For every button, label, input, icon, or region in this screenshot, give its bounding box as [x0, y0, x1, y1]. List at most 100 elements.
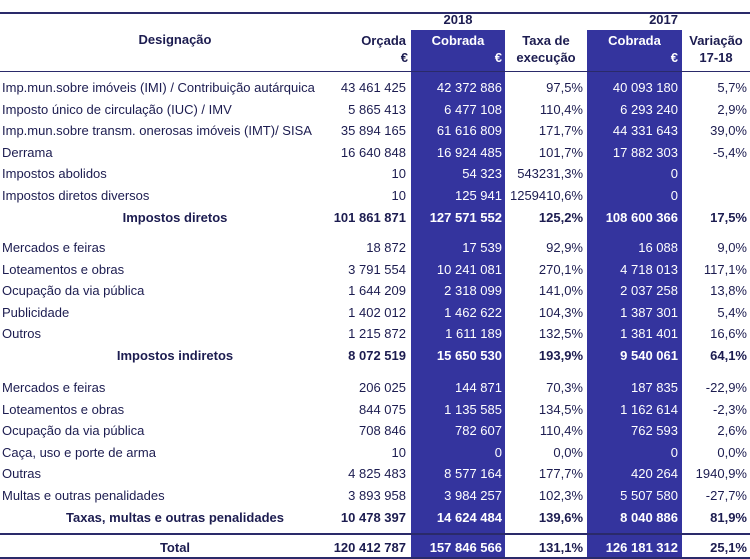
row-label: Outras: [2, 466, 42, 481]
cell-cobrada2018: 1 135 585: [444, 402, 502, 417]
header-designacao: Designação: [138, 32, 212, 47]
row-label: Imp.mun.sobre transm. onerosas imóveis (…: [2, 123, 312, 138]
cell-variacao: -2,3%: [713, 402, 747, 417]
cell-cobrada2017: 8 040 886: [620, 510, 678, 525]
table-row: Publicidade 1 402 012 1 462 622 104,3% 1 387…: [0, 303, 750, 324]
header-orcada: Orçada: [361, 33, 406, 48]
row-label: Mercados e feiras: [2, 240, 106, 255]
cell-cobrada2018: 1 611 189: [445, 326, 502, 341]
cell-orcada: 10: [391, 188, 406, 203]
bottom-rule: [0, 557, 750, 559]
cell-orcada: 120 412 787: [333, 540, 406, 555]
row-label: Publicidade: [2, 305, 70, 320]
cell-cobrada2018: 14 624 484: [436, 510, 502, 525]
cell-cobrada2017: 0: [670, 188, 678, 203]
header-taxa: Taxa de: [522, 33, 570, 48]
cell-variacao: 0,0%: [717, 445, 747, 460]
row-label: Loteamentos e obras: [2, 262, 125, 277]
cell-cobrada2017: 6 293 240: [620, 102, 678, 117]
cell-cobrada2018: 6 477 108: [444, 102, 502, 117]
year-2017: 2017: [649, 12, 678, 27]
cell-variacao: 9,0%: [717, 240, 747, 255]
table-row: Caça, uso e porte de arma 10 0 0,0% 0 0,0%: [0, 443, 750, 464]
cell-orcada: 16 640 848: [340, 145, 406, 160]
cell-variacao: -5,4%: [713, 145, 747, 160]
cell-cobrada2018: 54 323: [462, 166, 502, 181]
cell-orcada: 18 872: [366, 240, 406, 255]
cell-taxa: 134,5%: [538, 402, 583, 417]
row-label: Derrama: [2, 145, 53, 160]
cell-taxa: 70,3%: [546, 380, 583, 395]
cell-cobrada2017: 126 181 312: [605, 540, 678, 555]
cell-cobrada2017: 16 088: [638, 240, 678, 255]
cell-orcada: 206 025: [359, 380, 406, 395]
table-row: Multas e outras penalidades 3 893 958 3 98…: [0, 486, 750, 507]
row-label: Impostos diretos diversos: [2, 188, 150, 203]
subtotal-row: Impostos diretos 101 861 871 127 571 552 12…: [0, 208, 750, 229]
header-cobrada-2017: Cobrada: [608, 33, 661, 48]
cell-orcada: 1 402 012: [348, 305, 406, 320]
cell-cobrada2018: 782 607: [455, 423, 502, 438]
cell-cobrada2017: 0: [670, 166, 678, 181]
cell-cobrada2018: 42 372 886: [436, 80, 502, 95]
cell-orcada: 844 075: [359, 402, 406, 417]
cell-cobrada2017: 108 600 366: [605, 210, 678, 225]
cell-cobrada2018: 0: [494, 445, 502, 460]
cell-orcada: 3 791 554: [348, 262, 406, 277]
total-row: Total 120 412 787 157 846 566 131,1% 126 181…: [0, 538, 750, 559]
cell-taxa: 171,7%: [538, 123, 583, 138]
table-row: Loteamentos e obras 844 075 1 135 585 134,5…: [0, 400, 750, 421]
cell-taxa: 110,4%: [539, 423, 583, 438]
cell-variacao: 1940,9%: [695, 466, 747, 481]
cell-taxa: 131,1%: [538, 540, 583, 555]
table-row: Ocupação da via pública 708 846 782 607 110…: [0, 421, 750, 442]
table-row: Mercados e feiras 206 025 144 871 70,3% 187 …: [0, 378, 750, 399]
cell-cobrada2017: 187 835: [631, 380, 678, 395]
header-cobrada-2018: Cobrada: [431, 33, 485, 48]
cell-variacao: 81,9%: [710, 510, 747, 525]
table-row: Outras 4 825 483 8 577 164 177,7% 420 264 194…: [0, 464, 750, 485]
table-row: Loteamentos e obras 3 791 554 10 241 081 27…: [0, 260, 750, 281]
cell-cobrada2018: 3 984 257: [444, 488, 502, 503]
row-label: Ocupação da via pública: [2, 283, 145, 298]
cell-cobrada2018: 8 577 164: [444, 466, 502, 481]
subtotal-row: Taxas, multas e outras penalidades 10 478…: [0, 508, 750, 529]
cell-cobrada2018: 1 462 622: [444, 305, 502, 320]
row-label: Imposto único de circulação (IUC) / IMV: [2, 102, 232, 117]
header-cobrada-2018-euro: €: [494, 50, 502, 65]
cell-cobrada2018: 144 871: [455, 380, 502, 395]
cell-taxa: 177,7%: [538, 466, 583, 481]
row-label: Outros: [2, 326, 42, 341]
total-rule: [0, 533, 750, 535]
subtotal-row: Impostos indiretos 8 072 519 15 650 530 193…: [0, 346, 750, 367]
table-row: Impostos diretos diversos 10 125 941 125941…: [0, 186, 750, 207]
header-cobrada-2017-euro: €: [670, 50, 678, 65]
cell-orcada: 10 478 397: [340, 510, 406, 525]
row-label: Impostos indiretos: [116, 348, 234, 363]
row-label: Caça, uso e porte de arma: [2, 445, 156, 460]
cell-orcada: 35 894 165: [340, 123, 406, 138]
cell-taxa: 104,3%: [538, 305, 583, 320]
cell-cobrada2017: 762 593: [631, 423, 678, 438]
table-row: Imp.mun.sobre imóveis (IMI) / Contribuiç…: [0, 78, 750, 99]
top-rule: [0, 12, 750, 14]
cell-variacao: 17,5%: [710, 210, 747, 225]
cell-taxa: 125,2%: [538, 210, 583, 225]
cell-variacao: 5,7%: [717, 80, 747, 95]
cell-cobrada2017: 17 882 303: [612, 145, 678, 160]
cell-taxa: 270,1%: [538, 262, 583, 277]
cell-cobrada2017: 44 331 643: [612, 123, 678, 138]
cell-orcada: 708 846: [359, 423, 406, 438]
cell-taxa: 97,5%: [546, 80, 583, 95]
table-row: Derrama 16 640 848 16 924 485 101,7% 17 882 …: [0, 143, 750, 164]
cell-cobrada2017: 420 264: [631, 466, 678, 481]
cell-taxa: 132,5%: [538, 326, 583, 341]
cell-cobrada2018: 2 318 099: [444, 283, 502, 298]
cell-cobrada2017: 2 037 258: [620, 283, 678, 298]
row-label: Ocupação da via pública: [2, 423, 145, 438]
cell-orcada: 43 461 425: [340, 80, 406, 95]
row-label: Impostos diretos: [122, 210, 228, 225]
header-orcada-euro: €: [400, 50, 408, 65]
table-row: Impostos abolidos 10 54 323 543231,3% 0: [0, 164, 750, 185]
cell-orcada: 101 861 871: [333, 210, 406, 225]
